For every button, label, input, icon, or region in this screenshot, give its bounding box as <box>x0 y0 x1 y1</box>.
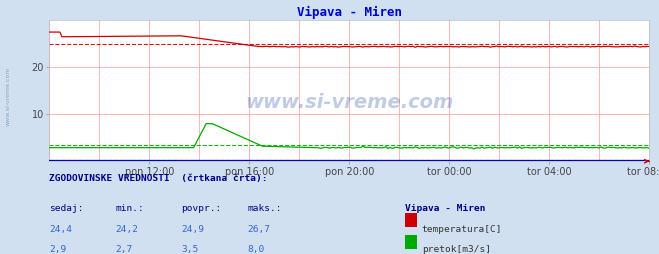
Text: www.si-vreme.com: www.si-vreme.com <box>5 67 11 126</box>
Text: pretok[m3/s]: pretok[m3/s] <box>422 245 491 254</box>
Text: 3,5: 3,5 <box>181 245 198 254</box>
Text: 24,2: 24,2 <box>115 225 138 234</box>
Text: www.si-vreme.com: www.si-vreme.com <box>245 92 453 112</box>
Text: sedaj:: sedaj: <box>49 204 84 213</box>
Text: ZGODOVINSKE VREDNOSTI  (črtkana črta):: ZGODOVINSKE VREDNOSTI (črtkana črta): <box>49 174 268 183</box>
Text: 8,0: 8,0 <box>247 245 264 254</box>
Text: 2,9: 2,9 <box>49 245 67 254</box>
Text: Vipava - Miren: Vipava - Miren <box>405 204 486 213</box>
Text: 24,4: 24,4 <box>49 225 72 234</box>
Text: 24,9: 24,9 <box>181 225 204 234</box>
Text: 2,7: 2,7 <box>115 245 132 254</box>
Text: temperatura[C]: temperatura[C] <box>422 225 502 234</box>
Text: povpr.:: povpr.: <box>181 204 221 213</box>
Text: 26,7: 26,7 <box>247 225 270 234</box>
Title: Vipava - Miren: Vipava - Miren <box>297 6 402 19</box>
Text: maks.:: maks.: <box>247 204 281 213</box>
Text: min.:: min.: <box>115 204 144 213</box>
